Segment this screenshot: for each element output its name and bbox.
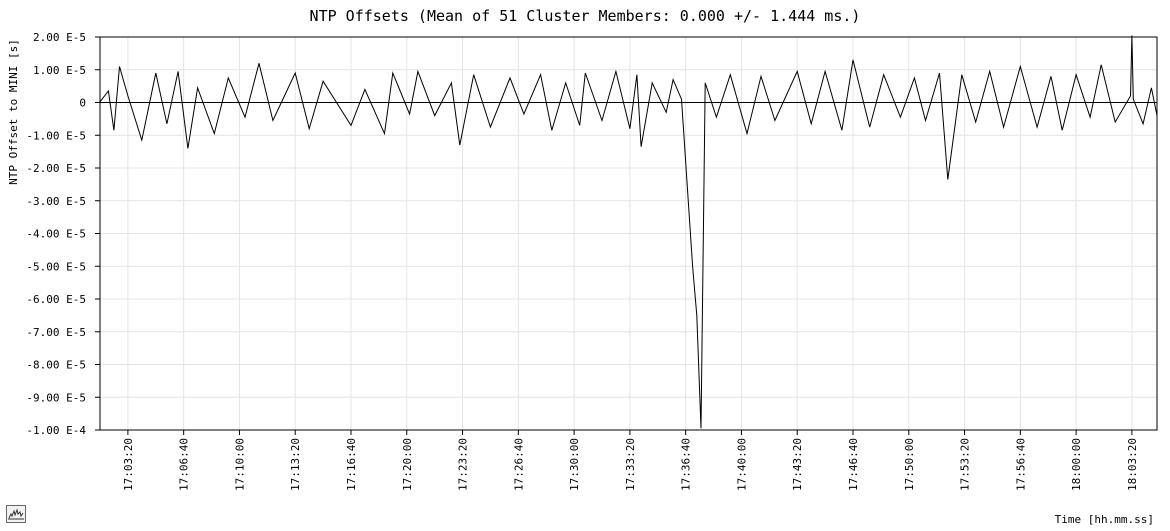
y-tick-label: -4.00 E-5	[26, 228, 86, 241]
y-tick-label: 0	[79, 97, 86, 110]
chart-thumbnail-glyph	[8, 508, 24, 520]
x-tick-label: 17:03:20	[122, 438, 135, 491]
x-tick-label: 17:33:20	[624, 438, 637, 491]
y-tick-label: -2.00 E-5	[26, 162, 86, 175]
x-tick-label: 17:56:40	[1014, 438, 1027, 491]
chart-title: NTP Offsets (Mean of 51 Cluster Members:…	[310, 7, 861, 25]
y-tick-label: 2.00 E-5	[33, 31, 86, 44]
x-axis-label: Time [hh.mm.ss]	[1055, 513, 1154, 526]
x-axis-ticks: 17:03:20 17:06:40 17:10:00 17:13:20 17:16:40…	[122, 430, 1139, 491]
x-tick-label: 17:20:00	[401, 438, 414, 491]
x-tick-label: 17:40:00	[735, 438, 748, 491]
y-tick-label: -1.00 E-4	[26, 424, 86, 437]
y-tick-label: -9.00 E-5	[26, 391, 86, 404]
y-tick-label: -6.00 E-5	[26, 293, 86, 306]
x-tick-label: 17:36:40	[680, 438, 693, 491]
x-tick-label: 17:13:20	[289, 438, 302, 491]
chart-thumbnail-icon[interactable]	[6, 505, 26, 523]
y-tick-label: -1.00 E-5	[26, 129, 86, 142]
x-tick-label: 18:00:00	[1070, 438, 1083, 491]
x-tick-label: 17:26:40	[512, 438, 525, 491]
x-tick-label: 18:03:20	[1126, 438, 1139, 491]
series-line-offset	[99, 35, 1158, 429]
x-tick-label: 17:06:40	[178, 438, 191, 491]
x-tick-label: 17:23:20	[457, 438, 470, 491]
x-tick-label: 17:46:40	[847, 438, 860, 491]
x-tick-label: 17:50:00	[903, 438, 916, 491]
y-axis-label: NTP Offset to MINI [s]	[7, 39, 20, 185]
x-tick-label: 17:10:00	[233, 438, 246, 491]
x-tick-label: 17:16:40	[345, 438, 358, 491]
x-tick-label: 17:30:00	[568, 438, 581, 491]
plot-area	[99, 36, 1158, 431]
y-tick-label: -3.00 E-5	[26, 195, 86, 208]
y-tick-label: 1.00 E-5	[33, 64, 86, 77]
x-tick-label: 17:43:20	[791, 438, 804, 491]
grid	[100, 36, 1157, 431]
y-tick-label: -5.00 E-5	[26, 260, 86, 273]
y-axis-ticks: 2.00 E-5 1.00 E-5 0 -1.00 E-5 -2.00 E-5 -3.00…	[26, 31, 100, 437]
y-tick-label: -7.00 E-5	[26, 326, 86, 339]
y-tick-label: -8.00 E-5	[26, 359, 86, 372]
x-tick-label: 17:53:20	[959, 438, 972, 491]
